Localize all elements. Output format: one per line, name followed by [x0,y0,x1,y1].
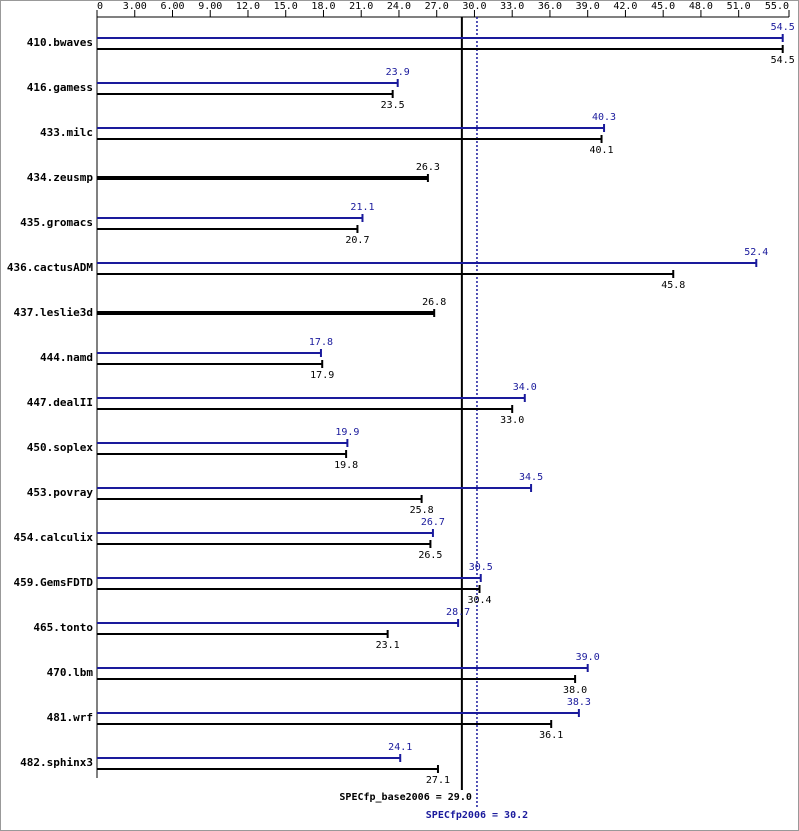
x-tick-label: 27.0 [425,1,449,12]
category-label: 444.namd [40,351,93,364]
value-label: 40.1 [589,145,613,156]
value-label: 33.0 [500,415,524,426]
value-label: 30.5 [469,562,493,573]
x-tick-label: 24.0 [387,1,411,12]
value-label: 27.1 [426,775,450,786]
value-label: 20.7 [345,235,369,246]
x-tick-label: 12.0 [236,1,260,12]
x-tick-label: 6.00 [160,1,184,12]
value-label: 40.3 [592,112,616,123]
x-tick-label: 33.0 [500,1,524,12]
category-label: 465.tonto [33,621,93,634]
category-label: 459.GemsFDTD [14,576,94,589]
x-tick-label: 39.0 [576,1,600,12]
category-label: 433.milc [40,126,93,139]
value-label: 17.8 [309,337,333,348]
category-label: 482.sphinx3 [20,756,93,769]
value-label: 23.1 [376,640,400,651]
value-label: 34.5 [519,472,543,483]
value-label: 17.9 [310,370,334,381]
value-label: 34.0 [513,382,537,393]
x-tick-label: 15.0 [274,1,298,12]
value-label: 19.8 [334,460,358,471]
value-label: 28.7 [446,607,470,618]
x-tick-label: 48.0 [689,1,713,12]
category-label: 450.soplex [27,441,94,454]
x-tick-label: 18.0 [311,1,335,12]
category-label: 481.wrf [47,711,93,724]
value-label: 39.0 [576,652,600,663]
reference-label: SPECfp_base2006 = 29.0 [339,792,471,803]
x-tick-label: 45.0 [651,1,675,12]
category-label: 437.leslie3d [14,306,93,319]
x-tick-label: 42.0 [613,1,637,12]
value-label: 26.3 [416,162,440,173]
value-label: 23.9 [386,67,410,78]
value-label: 38.0 [563,685,587,696]
value-label: 26.5 [418,550,442,561]
value-label: 30.4 [467,595,491,606]
x-tick-label: 30.0 [462,1,486,12]
x-tick-label: 51.0 [727,1,751,12]
value-label: 21.1 [350,202,374,213]
category-label: 454.calculix [14,531,94,544]
category-label: 447.dealII [27,396,93,409]
category-label: 470.lbm [47,666,94,679]
x-tick-label: 21.0 [349,1,373,12]
value-label: 36.1 [539,730,563,741]
value-label: 52.4 [744,247,768,258]
value-label: 24.1 [388,742,412,753]
category-label: 435.gromacs [20,216,93,229]
category-label: 453.povray [27,486,94,499]
x-tick-label: 0 [97,1,103,12]
category-label: 436.cactusADM [7,261,93,274]
category-label: 416.gamess [27,81,93,94]
value-label: 26.7 [421,517,445,528]
x-tick-label: 55.0 [765,1,789,12]
value-label: 19.9 [335,427,359,438]
value-label: 54.5 [771,55,795,66]
x-tick-label: 9.00 [198,1,222,12]
value-label: 23.5 [381,100,405,111]
value-label: 38.3 [567,697,591,708]
reference-label: SPECfp2006 = 30.2 [426,810,528,821]
value-label: 26.8 [422,297,446,308]
category-label: 410.bwaves [27,36,93,49]
value-label: 45.8 [661,280,685,291]
value-label: 25.8 [410,505,434,516]
x-tick-label: 36.0 [538,1,562,12]
x-tick-label: 3.00 [123,1,147,12]
category-label: 434.zeusmp [27,171,94,184]
value-label: 54.5 [771,22,795,33]
